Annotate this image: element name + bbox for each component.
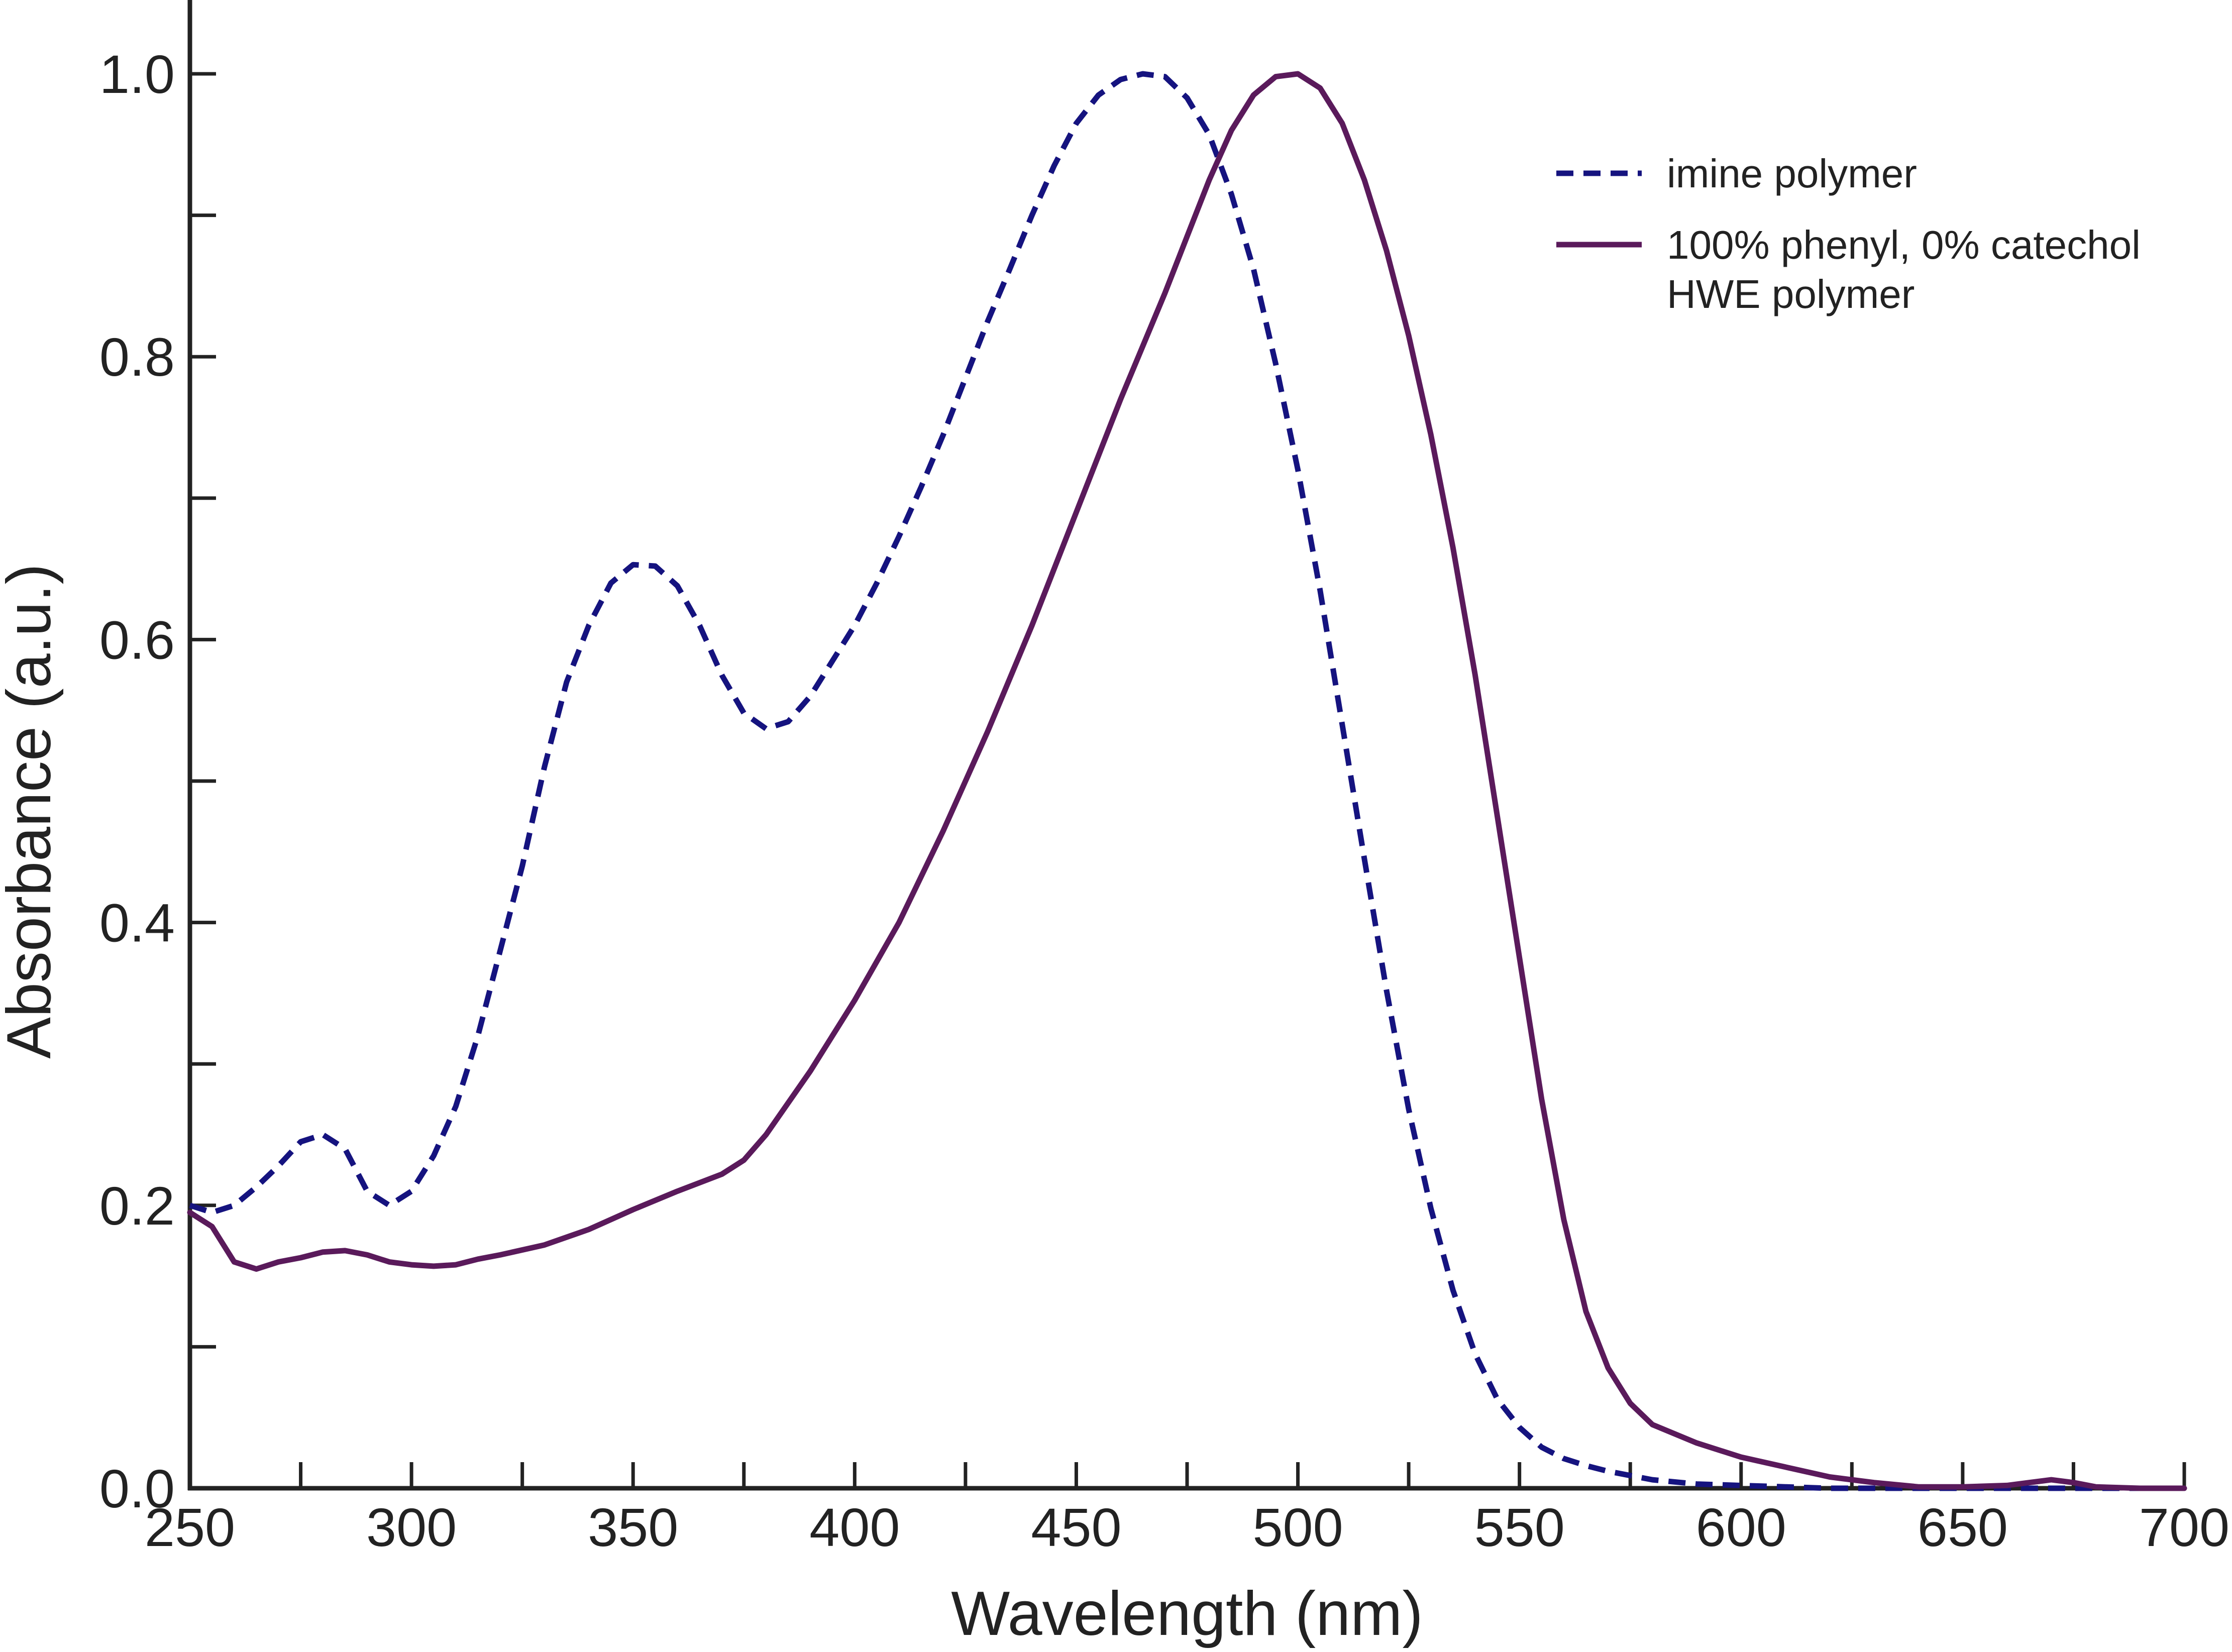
x-tick-label: 350 xyxy=(588,1497,678,1558)
x-tick-label: 500 xyxy=(1252,1497,1343,1558)
x-tick-label: 300 xyxy=(366,1497,457,1558)
series-layer xyxy=(187,71,2187,1491)
x-tick-label: 450 xyxy=(1031,1497,1121,1558)
x-axis-label: Wavelength (nm) xyxy=(951,1579,1423,1648)
axes-layer: 250 300 350 400 450 500 550 600 650 700 0.0 0.2 0.4 0… xyxy=(99,0,2229,1558)
y-tick-label: 0.4 xyxy=(99,893,175,953)
legend-label-2: 100% phenyl, 0% catechol HWE polymer xyxy=(1667,223,2141,316)
y-axis-label: Absorbance (a.u.) xyxy=(0,564,64,1059)
series-line-2 xyxy=(187,71,2187,1491)
x-tick-label: 400 xyxy=(809,1497,900,1558)
series-line-1 xyxy=(189,71,2184,1491)
x-tick-label: 600 xyxy=(1696,1497,1786,1558)
y-tick-label: 0.8 xyxy=(99,326,175,387)
legend: imine polymer 100% phenyl, 0% catechol HWE… xyxy=(1556,151,2141,316)
y-tick-label: 0.0 xyxy=(99,1458,175,1519)
legend-label-1: imine polymer xyxy=(1667,151,1917,196)
legend-label-line: HWE polymer xyxy=(1667,272,1915,316)
y-tick-label: 1.0 xyxy=(99,44,175,104)
x-tick-label: 550 xyxy=(1474,1497,1565,1558)
x-tick-label: 250 xyxy=(145,1497,235,1558)
y-tick-label: 0.2 xyxy=(99,1175,175,1236)
y-tick-label: 0.6 xyxy=(99,609,175,670)
legend-label-line: 100% phenyl, 0% catechol xyxy=(1667,223,2141,267)
x-tick-label: 700 xyxy=(2139,1497,2229,1558)
x-tick-label: 650 xyxy=(1918,1497,2008,1558)
